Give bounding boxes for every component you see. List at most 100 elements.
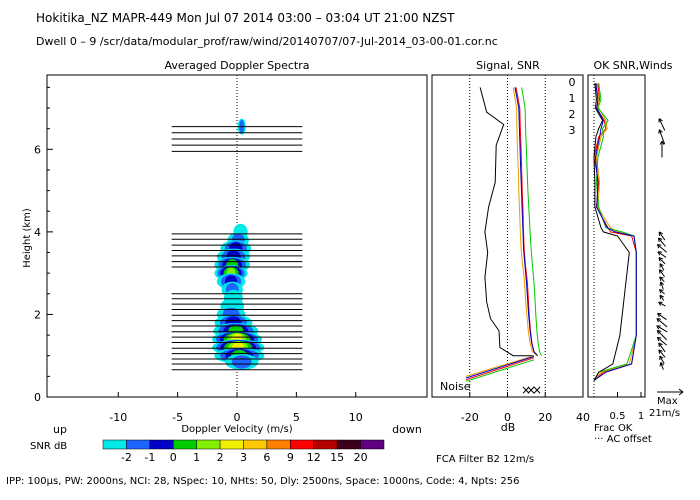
wind-arrow-head [660, 281, 665, 285]
wind-arrow-head [658, 349, 663, 352]
spectra-up-label: up [53, 423, 67, 436]
wind-arrow [660, 362, 664, 370]
colorbar-label: SNR dB [30, 441, 67, 452]
wind-arrow [659, 263, 665, 271]
wind-arrow-head [658, 301, 662, 306]
y-tick-label: 2 [34, 308, 41, 321]
ok-snr-winds-panel: 0.5 1 0 1 2 3 [569, 74, 684, 422]
doppler-spectra-panel: -10 -5 0 5 10 0 2 4 6 [34, 74, 428, 424]
wind-arrow-head [659, 140, 663, 145]
colorbar-swatch [126, 439, 151, 450]
max-speed-label: 21m/s [649, 408, 680, 419]
spectra-down-label: down [392, 423, 422, 436]
wind-arrow-head [659, 289, 664, 291]
wind-arrow [658, 237, 666, 247]
colorbar-swatch [219, 439, 244, 450]
legend-label: 0 [569, 76, 576, 89]
colorbar-swatch [360, 439, 385, 450]
wind-arrow [658, 129, 666, 145]
wind-arrow-head [657, 251, 661, 256]
wind-arrow-head [656, 325, 660, 330]
signal-title: Signal, SNR [476, 59, 540, 72]
wind-arrow-head [659, 129, 663, 133]
wind-arrow-head [659, 263, 664, 267]
wind-arrow-head [659, 294, 664, 298]
noise-line [465, 356, 535, 379]
colorbar-swatch [313, 439, 338, 450]
noise-line [465, 355, 535, 377]
wind-arrow [657, 244, 667, 253]
wind-arrow [657, 312, 667, 321]
x-tick-label: 5 [293, 411, 300, 424]
wind-arrow [658, 118, 666, 131]
legend-label: 1 [569, 92, 576, 105]
ac-offset-label: ··· AC offset [594, 434, 652, 445]
signal-series [479, 87, 534, 357]
colorbar-tick-label: -1 [144, 451, 155, 464]
wind-arrow-head [657, 313, 660, 318]
x-tick-label: 10 [349, 411, 363, 424]
header-file-line: Dwell 0 – 9 /scr/data/modular_prof/raw/w… [36, 35, 498, 48]
signal-snr-panel: -20 0 20 40××× [431, 74, 590, 424]
wind-arrow [659, 294, 665, 301]
x-tick-label: 0 [234, 411, 241, 424]
colorbar-tick-label: 12 [307, 451, 321, 464]
noise-line [465, 357, 535, 381]
frac-ok-label: Frac OK [594, 423, 633, 434]
colorbar-tick-label: 3 [240, 451, 247, 464]
wind-arrow-head [659, 276, 662, 281]
snr-series-1 [512, 87, 538, 357]
wind-arrow-head [660, 362, 665, 366]
y-tick-label: 0 [34, 391, 41, 404]
signal-x-tick-label: 0 [504, 411, 511, 424]
footer-params: IPP: 100μs, PW: 2000ns, NCI: 28, NSpec: … [6, 476, 519, 487]
wind-arrow-head [658, 118, 663, 122]
spectrum-blob [231, 355, 252, 369]
colorbar-swatch [336, 439, 361, 450]
max-scale-arrow-head [678, 388, 684, 393]
frac-x-tick-label: 0.5 [610, 411, 626, 422]
wind-arrow [659, 269, 665, 278]
colorbar-swatch [149, 439, 174, 450]
colorbar-swatch [102, 439, 127, 450]
colorbar-tick-label: 6 [263, 451, 270, 464]
wind-arrow-head [657, 244, 662, 246]
wind-arrow [658, 231, 666, 241]
colorbar-tick-label: 2 [217, 451, 224, 464]
wind-arrow-head [659, 276, 664, 279]
colorbar-swatch [266, 439, 291, 450]
winds-title: OK SNR,Winds [593, 59, 672, 72]
wind-arrow [657, 251, 667, 258]
fca-filter-text: FCA Filter B2 12m/s [436, 454, 534, 465]
wind-arrow-head [656, 318, 659, 323]
wind-arrows [656, 118, 668, 370]
wind-arrow [656, 330, 668, 341]
colorbar-tick-label: -2 [121, 451, 132, 464]
wind-arrow [659, 289, 665, 295]
colorbar-tick-label: 15 [330, 451, 344, 464]
legend-label: 3 [569, 124, 576, 137]
max-scale-arrow-head [678, 391, 684, 396]
wind-arrow-head [659, 269, 664, 272]
wind-arrow [660, 281, 664, 290]
wind-arrow-head [658, 349, 661, 354]
wind-arrow [659, 355, 665, 364]
wind-arrow [657, 336, 667, 346]
wind-arrow [658, 342, 666, 353]
wind-arrow-head [656, 244, 660, 249]
wind-arrow-head [658, 257, 661, 262]
snr-series-2 [521, 87, 542, 356]
header-station-line: Hokitika_NZ MAPR-449 Mon Jul 07 2014 03:… [36, 11, 455, 25]
wind-arrow [658, 301, 666, 307]
y-tick-label: 4 [34, 226, 41, 239]
wind-arrow-head [659, 281, 662, 286]
wind-arrow [658, 257, 666, 265]
signal-x-tick-label: 40 [576, 411, 590, 424]
wind-arrow-head [659, 362, 662, 367]
colorbar-tick-label: 9 [287, 451, 294, 464]
wind-arrow-head [657, 329, 662, 333]
wind-arrow-head [657, 237, 660, 242]
height-axis-label: Height (km) [22, 208, 33, 268]
y-tick-label: 6 [34, 143, 41, 156]
